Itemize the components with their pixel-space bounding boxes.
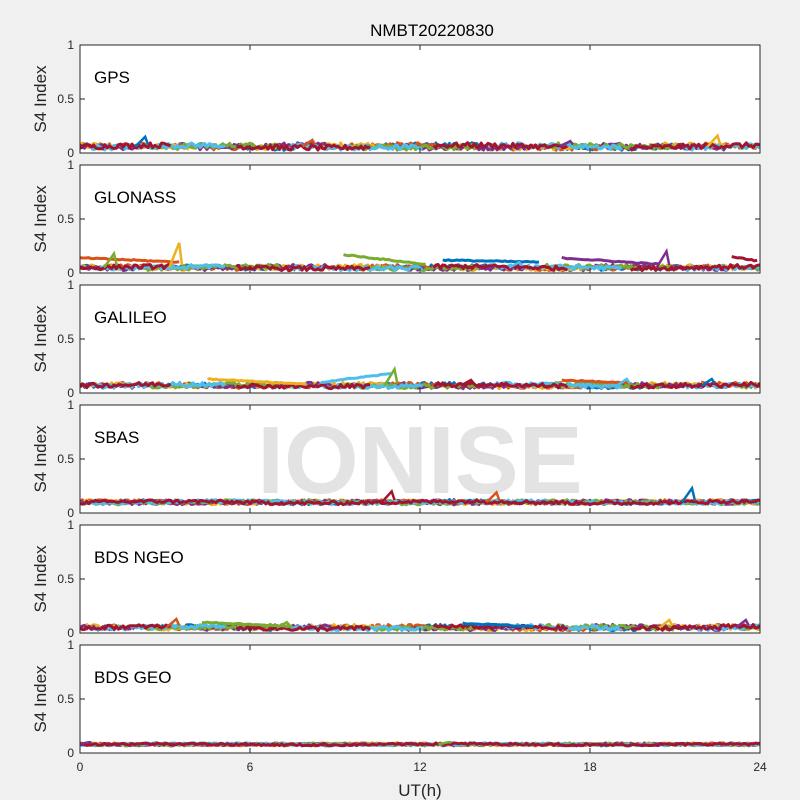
- y-axis-label: S4 Index: [31, 65, 50, 133]
- panel-gps: 0 0.5 1 GPS S4 Index: [31, 38, 761, 160]
- series-arc: [561, 255, 659, 266]
- y-tick-label: 0.5: [57, 452, 74, 466]
- y-tick-label: 1: [67, 398, 74, 412]
- x-tick-label: 18: [583, 760, 597, 774]
- y-tick-label: 1: [67, 38, 74, 52]
- y-tick-label: 1: [67, 638, 74, 652]
- axes-background: [80, 45, 760, 153]
- y-tick-label: 0.5: [57, 332, 74, 346]
- y-tick-label: 0.5: [57, 92, 74, 106]
- y-tick-label: 0.5: [57, 572, 74, 586]
- data-spike: [706, 133, 722, 148]
- series-arc: [561, 378, 631, 385]
- plot-area: [80, 740, 760, 748]
- series-arc: [731, 255, 758, 263]
- panel-label: SBAS: [94, 428, 139, 447]
- series-arc: [201, 620, 293, 629]
- series-arc: [207, 377, 307, 386]
- plot-area: [80, 242, 760, 273]
- series-trace: [80, 263, 760, 273]
- series-arc: [442, 258, 540, 264]
- x-tick-label: 24: [753, 760, 767, 774]
- data-spike: [301, 138, 317, 148]
- figure-title: NMBT20220830: [370, 21, 494, 40]
- y-tick-label: 0: [67, 386, 74, 400]
- series-arc: [320, 372, 392, 384]
- panel-label: BDS GEO: [94, 668, 171, 687]
- data-spike: [438, 740, 452, 746]
- y-tick-label: 0.5: [57, 692, 74, 706]
- y-tick-label: 0: [67, 266, 74, 280]
- y-axis-label: S4 Index: [31, 305, 50, 373]
- y-axis-label: S4 Index: [31, 185, 50, 253]
- data-spike: [103, 250, 119, 269]
- data-spike: [276, 620, 291, 629]
- panel-label: GALILEO: [94, 308, 167, 327]
- data-spike: [559, 139, 574, 148]
- series-trace: [80, 498, 760, 507]
- panel-sbas: IONISE 0 0.5 1 SBAS S4 Index: [31, 398, 761, 520]
- y-tick-label: 1: [67, 518, 74, 532]
- data-spike: [380, 488, 396, 504]
- series-arc: [80, 256, 180, 264]
- axes-background: [80, 645, 760, 753]
- watermark: IONISE: [257, 407, 582, 514]
- panel-bds-geo: 0 0.5 1 0 6 12 18 24 BDS GEO S4 Index: [31, 638, 767, 774]
- axes-background: [80, 405, 760, 513]
- x-axis-label: UT(h): [398, 781, 441, 800]
- axes-background: [80, 525, 760, 633]
- panel-glonass: 0 0.5 1 GLONASS S4 Index: [31, 158, 761, 280]
- data-spike: [701, 377, 716, 387]
- y-tick-label: 0: [67, 506, 74, 520]
- data-spike: [655, 248, 671, 269]
- x-tick-label: 6: [247, 760, 254, 774]
- data-spike: [485, 490, 501, 504]
- data-spike: [134, 134, 150, 148]
- panel-galileo: 0 0.5 1 GALILEO S4 Index: [31, 278, 761, 400]
- data-spike: [508, 260, 523, 269]
- y-tick-label: 1: [67, 278, 74, 292]
- plot-area: [80, 133, 760, 152]
- data-spike: [616, 377, 631, 387]
- y-axis-label: S4 Index: [31, 545, 50, 613]
- x-tick-label: 12: [413, 760, 427, 774]
- panel-label: GPS: [94, 68, 130, 87]
- plot-area: [80, 616, 760, 633]
- plot-area: [80, 485, 760, 507]
- y-tick-label: 0: [67, 146, 74, 160]
- y-tick-label: 0: [67, 746, 74, 760]
- data-spike: [681, 485, 697, 503]
- panel-bds-ngeo: 0 0.5 1 BDS NGEO S4 Index: [31, 518, 761, 640]
- axes-background: [80, 285, 760, 393]
- panel-label: BDS NGEO: [94, 548, 184, 567]
- y-axis-label: S4 Index: [31, 665, 50, 733]
- y-tick-label: 1: [67, 158, 74, 172]
- data-spike: [658, 618, 674, 629]
- series-trace: [80, 741, 760, 748]
- panel-label: GLONASS: [94, 188, 176, 207]
- series-arc: [462, 621, 534, 629]
- data-spike: [168, 242, 184, 269]
- data-spike: [165, 616, 181, 629]
- panels: 0 0.5 1 GPS S4 Index 0 0.5 1 GLONASS S4 Index 0 0.5…: [31, 38, 767, 774]
- data-spike: [383, 365, 399, 387]
- data-spike: [80, 740, 92, 746]
- series-arc: [343, 253, 426, 266]
- y-tick-label: 0.5: [57, 212, 74, 226]
- series-trace: [80, 622, 760, 633]
- data-spike: [460, 378, 475, 387]
- data-spike: [735, 618, 750, 629]
- x-tick-label: 0: [77, 760, 84, 774]
- axes-background: [80, 165, 760, 273]
- plot-area: [80, 365, 760, 391]
- y-axis-label: S4 Index: [31, 425, 50, 493]
- series-trace: [80, 380, 760, 391]
- y-tick-label: 0: [67, 626, 74, 640]
